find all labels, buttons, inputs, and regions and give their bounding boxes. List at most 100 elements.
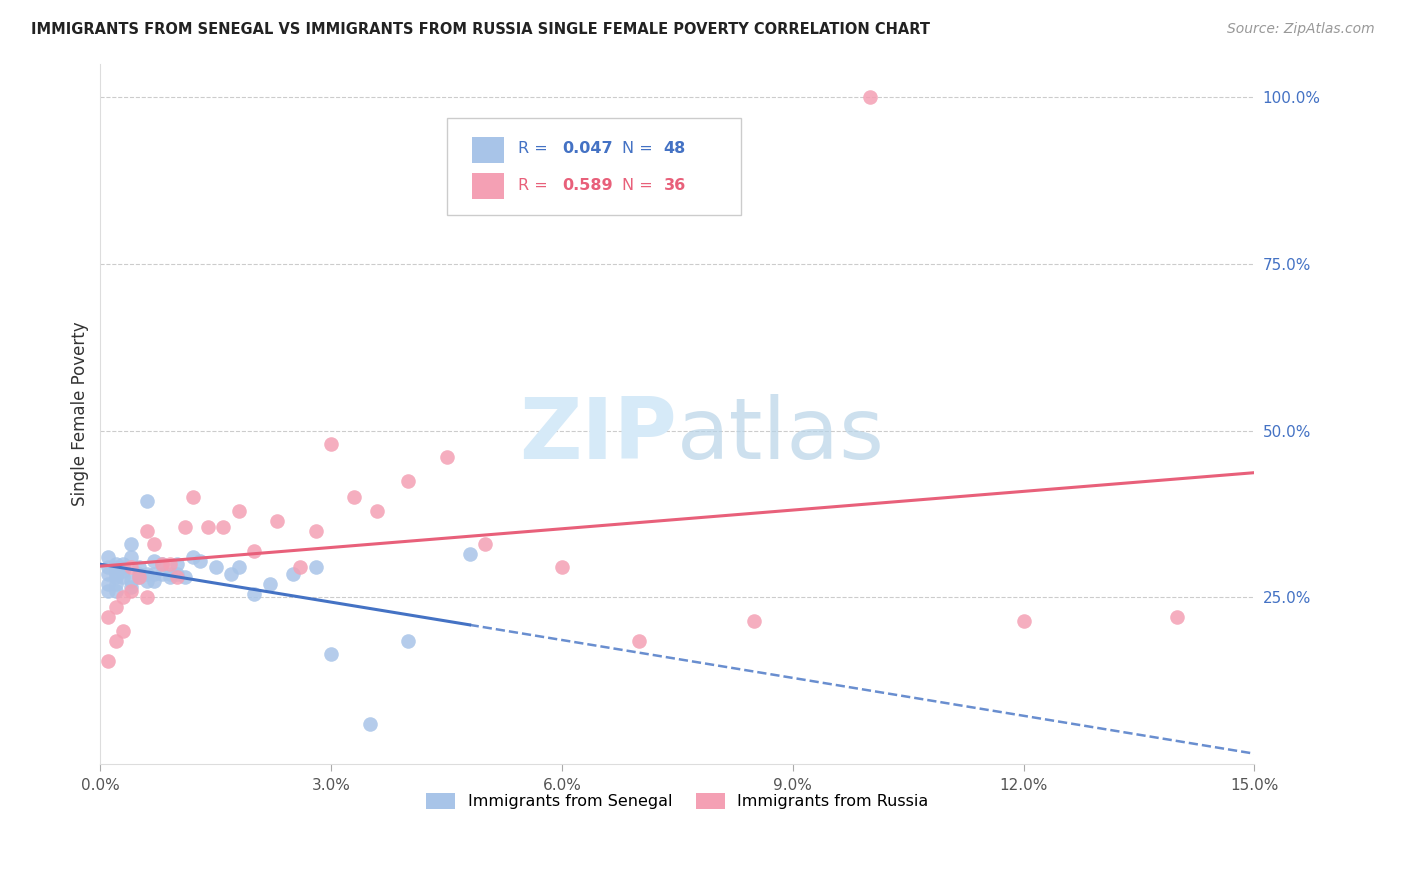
Point [128,570,150,584]
Point [166,570,188,584]
Point [321,437,343,451]
Point [112,591,135,605]
Point [97,567,120,582]
Point [143,554,166,568]
Point [243,587,266,601]
Y-axis label: Single Female Poverty: Single Female Poverty [72,322,89,507]
Point [197,520,219,534]
Text: 0.047: 0.047 [562,141,613,155]
Point [228,504,250,518]
Text: 36: 36 [664,178,686,194]
Point [128,567,150,582]
Point [104,560,127,574]
Point [281,567,304,582]
Point [859,90,882,104]
Point [104,570,127,584]
Point [290,560,312,574]
FancyBboxPatch shape [472,136,505,163]
Point [159,570,181,584]
Text: N =: N = [621,141,658,155]
Point [128,560,150,574]
Point [742,614,765,628]
Point [150,557,173,571]
Point [181,550,204,565]
Point [228,560,250,574]
Point [97,550,120,565]
Point [112,564,135,578]
Point [143,567,166,582]
Point [219,567,242,582]
Point [259,577,281,591]
Text: IMMIGRANTS FROM SENEGAL VS IMMIGRANTS FROM RUSSIA SINGLE FEMALE POVERTY CORRELAT: IMMIGRANTS FROM SENEGAL VS IMMIGRANTS FR… [31,22,929,37]
Point [128,570,150,584]
Point [135,493,157,508]
Point [305,524,328,538]
FancyBboxPatch shape [472,172,505,199]
Point [143,537,166,551]
Legend: Immigrants from Senegal, Immigrants from Russia: Immigrants from Senegal, Immigrants from… [419,787,935,815]
Point [97,577,120,591]
Point [120,574,142,588]
Text: Source: ZipAtlas.com: Source: ZipAtlas.com [1227,22,1375,37]
Point [474,537,496,551]
Point [174,570,197,584]
Point [1012,614,1035,628]
Point [120,560,142,574]
Point [143,574,166,588]
Point [396,474,419,488]
Point [120,550,142,565]
Point [166,557,188,571]
Text: ZIP: ZIP [520,393,678,476]
Point [150,567,173,582]
Point [135,567,157,582]
Point [174,520,197,534]
Point [112,557,135,571]
Text: N =: N = [621,178,658,194]
Point [104,583,127,598]
Point [436,450,458,465]
Text: atlas: atlas [678,393,886,476]
Point [627,633,650,648]
FancyBboxPatch shape [447,118,741,215]
Point [1166,610,1188,624]
Point [112,570,135,584]
Point [190,554,212,568]
Point [112,560,135,574]
Point [366,504,388,518]
Point [104,600,127,615]
Text: 0.589: 0.589 [562,178,613,194]
Point [150,557,173,571]
Point [112,624,135,638]
Point [204,560,226,574]
Point [135,591,157,605]
Point [135,524,157,538]
Point [212,520,235,534]
Point [458,547,481,561]
Point [97,610,120,624]
Point [159,557,181,571]
Text: 48: 48 [664,141,686,155]
Point [181,491,204,505]
Point [97,560,120,574]
Point [104,567,127,582]
Text: R =: R = [517,141,553,155]
Point [120,537,142,551]
Point [343,491,366,505]
Point [166,567,188,582]
Point [243,543,266,558]
Point [104,557,127,571]
Point [159,567,181,582]
Point [97,654,120,668]
Point [104,633,127,648]
Point [97,583,120,598]
Point [321,647,343,661]
Point [135,574,157,588]
Point [551,560,574,574]
Point [120,581,142,595]
Point [120,583,142,598]
Point [104,577,127,591]
Text: R =: R = [517,178,553,194]
Point [396,633,419,648]
Point [266,514,288,528]
Point [359,717,381,731]
